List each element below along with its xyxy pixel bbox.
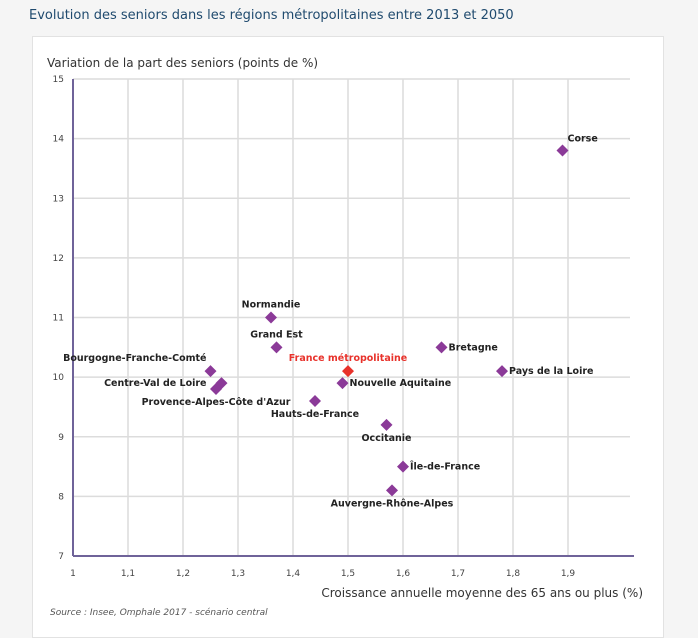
data-point	[496, 365, 508, 378]
data-point	[265, 311, 277, 324]
x-tick-label: 1,3	[231, 569, 245, 579]
y-tick-label: 11	[53, 314, 64, 324]
source-note: Source : Insee, Omphale 2017 - scénario …	[50, 608, 268, 618]
y-tick-label: 9	[58, 433, 64, 443]
x-tick-label: 1,7	[451, 569, 465, 579]
x-axis-title: Croissance annuelle moyenne des 65 ans o…	[321, 586, 643, 600]
point-label: Normandie	[242, 300, 301, 311]
y-tick-label: 12	[53, 254, 64, 264]
x-tick-label: 1,2	[176, 569, 190, 579]
point-label: Grand Est	[250, 329, 303, 340]
x-tick-label: 1,1	[121, 569, 135, 579]
point-label: Corse	[568, 134, 598, 145]
data-point	[380, 418, 393, 431]
point-label: Auvergne-Rhône-Alpes	[331, 498, 454, 509]
data-point	[435, 341, 448, 354]
x-tick-label: 1,4	[286, 569, 301, 579]
point-label: Centre-Val de Loire	[104, 378, 206, 389]
point-label: Pays de la Loire	[509, 366, 593, 377]
data-point	[342, 365, 354, 378]
y-tick-label: 15	[53, 75, 64, 85]
data-point	[386, 484, 398, 497]
y-tick-label: 13	[53, 194, 64, 204]
y-tick-label: 14	[53, 135, 65, 145]
scatter-chart: 1 1,1 1,2 1,3 1,4 1,5 1,6 1,7 1,8 1,9 7 8 9 10 11 12 13 1…	[47, 56, 643, 600]
y-tick-label: 10	[53, 373, 65, 383]
point-label: Hauts-de-France	[271, 409, 359, 420]
x-tick-label: 1,8	[506, 569, 521, 579]
y-axis-title: Variation de la part des seniors (points…	[47, 56, 318, 70]
data-point	[270, 341, 283, 354]
point-label: Bourgogne-Franche-Comté	[63, 353, 206, 364]
y-tick-label: 7	[58, 552, 64, 562]
point-label: Île-de-France	[410, 461, 480, 473]
data-point	[336, 377, 349, 390]
x-tick-label: 1,6	[396, 569, 411, 579]
data-point	[210, 383, 222, 396]
point-label: Provence-Alpes-Côte d'Azur	[142, 397, 291, 408]
data-point	[309, 394, 321, 407]
data-point	[204, 365, 217, 378]
data-point	[556, 144, 569, 157]
point-label: France métropolitaine	[289, 353, 407, 364]
point-label: Nouvelle Aquitaine	[350, 378, 452, 389]
x-tick-label: 1,9	[561, 569, 576, 579]
point-label: Occitanie	[361, 433, 411, 444]
data-point	[397, 460, 409, 473]
chart-title: Evolution des seniors dans les régions m…	[29, 8, 514, 23]
y-tick-label: 8	[58, 492, 64, 502]
point-label: Bretagne	[449, 342, 498, 353]
x-tick-label: 1,5	[341, 569, 355, 579]
x-tick-label: 1	[70, 569, 76, 579]
